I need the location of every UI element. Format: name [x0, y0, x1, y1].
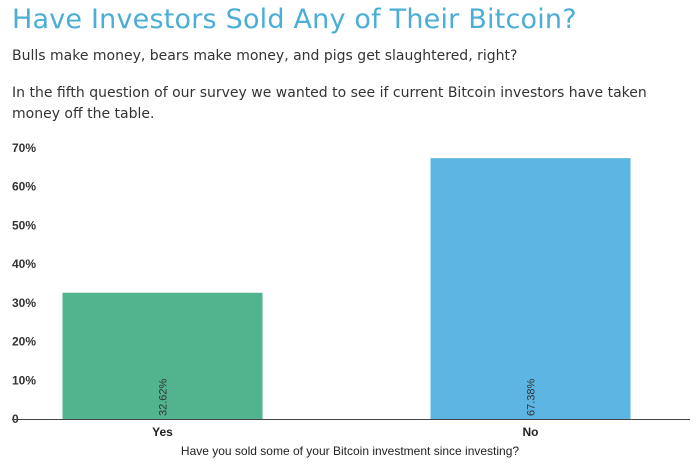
intro-paragraph: Bulls make money, bears make money, and … [12, 48, 518, 64]
page-title: Have Investors Sold Any of Their Bitcoin… [12, 4, 577, 35]
survey-paragraph: In the fifth question of our survey we w… [12, 85, 647, 122]
x-tick-label: Yes [152, 425, 173, 439]
bar-yes [62, 292, 263, 419]
y-tick-label: 40% [12, 257, 36, 271]
y-tick-label: 50% [12, 218, 36, 232]
y-tick-label: 20% [12, 335, 36, 349]
y-tick-label: 30% [12, 296, 36, 310]
y-tick-label: 60% [12, 180, 36, 194]
x-axis-title: Have you sold some of your Bitcoin inves… [181, 444, 519, 458]
data-label: 67.38% [526, 378, 538, 416]
y-tick-label: 10% [12, 373, 36, 387]
y-tick-label: 70% [12, 141, 36, 155]
x-tick-label: No [523, 425, 539, 439]
bar-no [430, 158, 631, 420]
data-label: 32.62% [158, 378, 170, 416]
